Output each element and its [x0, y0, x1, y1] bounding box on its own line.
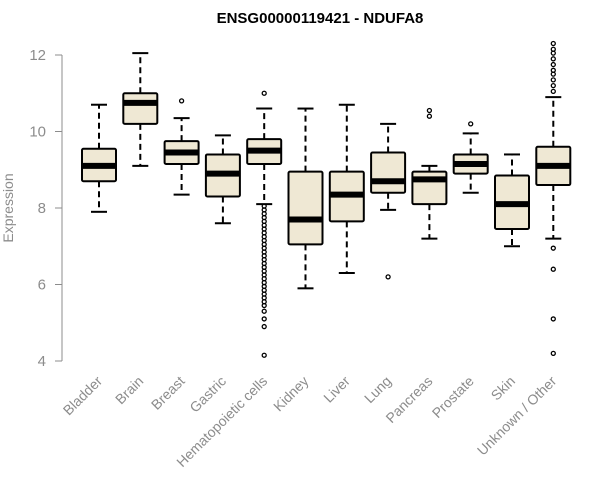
- x-tick-label: Prostate: [429, 373, 477, 421]
- box-unknown-other: [535, 40, 572, 357]
- boxes-group: [81, 40, 572, 358]
- outlier-point: [261, 90, 267, 96]
- x-tick-label: Skin: [488, 373, 519, 404]
- box-kidney: [287, 107, 324, 290]
- x-tick-label: Bladder: [60, 373, 106, 419]
- outlier-point: [178, 98, 185, 104]
- y-tick-label: 8: [38, 200, 46, 217]
- outlier-point: [426, 113, 433, 119]
- y-axis-label: Expression: [0, 173, 16, 242]
- box-lung: [370, 122, 407, 280]
- x-tick-label: Breast: [148, 373, 188, 413]
- outlier-point: [550, 61, 556, 68]
- outlier-point: [261, 323, 267, 330]
- outlier-point: [550, 316, 556, 322]
- box-body: [122, 92, 159, 125]
- box-liver: [328, 103, 365, 275]
- outlier-point: [385, 274, 391, 280]
- box-gastric: [204, 134, 241, 225]
- box-bladder: [81, 103, 117, 213]
- y-tick-label: 12: [29, 47, 46, 64]
- box-skin: [494, 153, 530, 248]
- x-tick-label: Brain: [112, 373, 146, 407]
- x-tick-label: Lung: [361, 373, 394, 406]
- outlier-point: [550, 266, 556, 272]
- outlier-point: [261, 316, 267, 322]
- y-tick-label: 10: [29, 124, 46, 141]
- chart-title: ENSG00000119421 - NDUFA8: [217, 10, 424, 27]
- x-tick-label: Liver: [320, 373, 353, 406]
- box-body: [287, 170, 324, 246]
- outlier-point: [468, 121, 474, 127]
- outlier-point: [261, 308, 267, 314]
- box-body: [370, 151, 407, 194]
- outlier-point: [550, 56, 556, 62]
- outlier-point: [261, 302, 267, 309]
- y-tick-label: 4: [38, 353, 46, 370]
- outlier-point: [550, 77, 556, 83]
- y-tick-label: 6: [38, 277, 46, 294]
- y-axis: 4 6 8 10 12: [29, 47, 63, 370]
- outlier-point: [550, 50, 556, 56]
- box-breast: [163, 98, 200, 196]
- outlier-point: [550, 88, 556, 94]
- outlier-point: [550, 71, 556, 77]
- outlier-point: [550, 82, 556, 89]
- outlier-point: [550, 40, 556, 47]
- outlier-point: [426, 107, 433, 114]
- box-brain: [122, 52, 159, 167]
- box-hematopoietic-cells: [246, 90, 283, 358]
- box-prostate: [452, 121, 489, 194]
- outlier-point: [550, 350, 556, 357]
- box-pancreas: [411, 107, 448, 240]
- outlier-point: [261, 352, 267, 358]
- outlier-point: [550, 245, 556, 251]
- x-tick-label: Kidney: [270, 373, 312, 415]
